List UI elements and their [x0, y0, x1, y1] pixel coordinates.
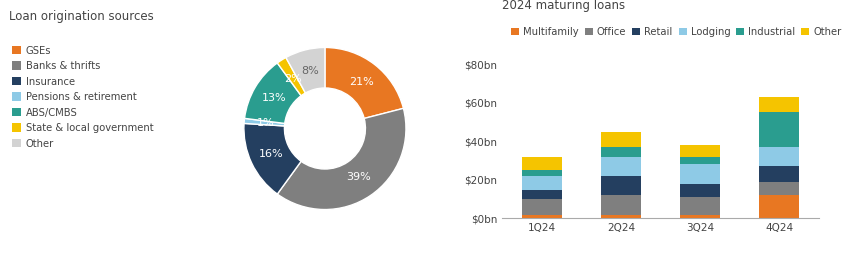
Text: 21%: 21%	[349, 77, 374, 87]
Wedge shape	[286, 48, 325, 93]
Bar	[522, 157, 561, 170]
Wedge shape	[278, 58, 306, 96]
Wedge shape	[244, 118, 284, 126]
Bar	[680, 184, 720, 197]
Bar	[760, 195, 799, 218]
Text: 2%: 2%	[284, 74, 302, 84]
Bar	[601, 157, 641, 176]
Bar	[601, 176, 641, 195]
Wedge shape	[244, 123, 301, 194]
Text: 8%: 8%	[301, 66, 319, 76]
Text: 16%: 16%	[259, 149, 284, 159]
Text: 13%: 13%	[262, 93, 286, 103]
Text: Loan origination sources: Loan origination sources	[9, 10, 154, 23]
Bar	[601, 195, 641, 215]
Text: 1%: 1%	[257, 118, 275, 128]
Bar	[601, 147, 641, 157]
Bar	[522, 176, 561, 190]
Bar	[680, 164, 720, 184]
Bar	[760, 97, 799, 113]
Bar	[680, 145, 720, 157]
Wedge shape	[325, 48, 403, 118]
Text: 39%: 39%	[346, 172, 371, 182]
Bar	[680, 197, 720, 215]
Bar	[522, 199, 561, 215]
Bar	[680, 215, 720, 218]
Bar	[760, 167, 799, 182]
Legend: GSEs, Banks & thrifts, Insurance, Pensions & retirement, ABS/CMBS, State & local: GSEs, Banks & thrifts, Insurance, Pensio…	[9, 43, 155, 151]
Bar	[522, 170, 561, 176]
Bar	[522, 215, 561, 218]
Bar	[760, 182, 799, 195]
Wedge shape	[245, 63, 301, 123]
Bar	[601, 215, 641, 218]
Text: 2024 maturing loans: 2024 maturing loans	[502, 0, 625, 13]
Bar	[760, 113, 799, 147]
Bar	[760, 147, 799, 167]
Bar	[680, 157, 720, 164]
Bar	[601, 132, 641, 147]
Legend: Multifamily, Office, Retail, Lodging, Industrial, Other: Multifamily, Office, Retail, Lodging, In…	[507, 23, 844, 41]
Wedge shape	[278, 108, 406, 209]
Bar	[522, 190, 561, 199]
